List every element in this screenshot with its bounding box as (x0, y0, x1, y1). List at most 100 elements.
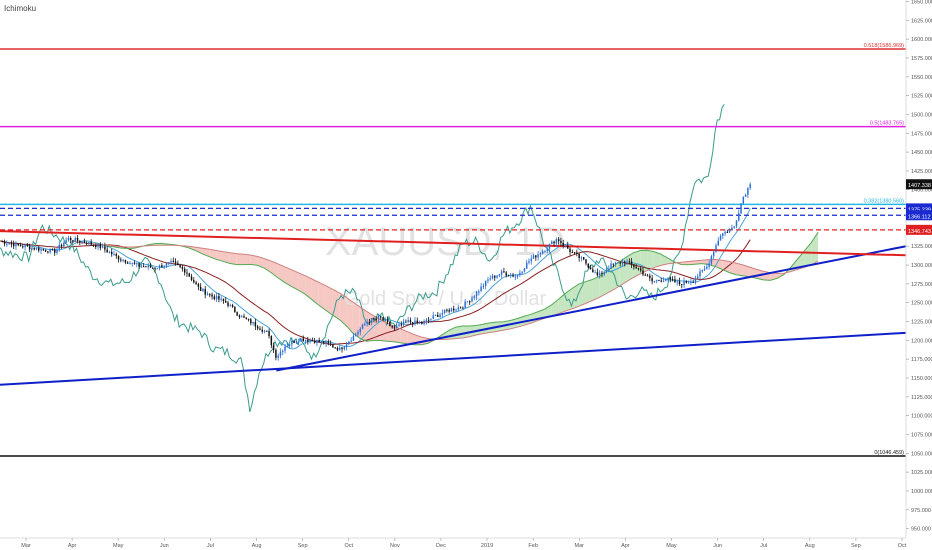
candle-body (323, 341, 325, 344)
candle-body (582, 257, 585, 260)
candle-body (653, 281, 656, 283)
candle (630, 258, 633, 268)
candle-body (710, 256, 713, 264)
candle-body (468, 301, 471, 303)
candle (662, 277, 665, 283)
candle (204, 285, 206, 299)
candle-body (503, 271, 505, 273)
candle (446, 308, 448, 313)
price-tick-label: 1075.000 (911, 432, 932, 438)
candle-body (409, 320, 412, 323)
candle (181, 265, 184, 272)
candle-body (553, 241, 555, 244)
candle (288, 344, 291, 349)
candle (202, 287, 204, 293)
candle (653, 280, 656, 284)
candle (425, 317, 428, 325)
candle-body (195, 282, 197, 285)
candle-body (724, 231, 726, 234)
candle (341, 346, 343, 353)
candle (380, 315, 382, 321)
price-tick-label: 1225.000 (911, 320, 932, 326)
time-tick-label: Oct (898, 543, 907, 549)
candle (339, 345, 341, 351)
candle-body (738, 213, 740, 221)
candle-body (443, 309, 446, 314)
candle-body (245, 317, 247, 319)
time-tick-label: Oct (344, 543, 353, 549)
candle-body (197, 284, 200, 287)
candle-body (38, 247, 40, 251)
candle (462, 306, 464, 309)
candle-body (113, 253, 115, 255)
cloud-segment (284, 266, 292, 287)
cloud-segment (660, 254, 668, 266)
candle (268, 328, 270, 339)
candle-body (131, 262, 133, 264)
candle-body (95, 245, 97, 248)
candle-body (136, 263, 138, 265)
candle (546, 245, 548, 254)
candle-body (368, 321, 371, 323)
candle (605, 266, 608, 274)
candle (389, 320, 391, 327)
candle-body (163, 266, 165, 268)
candle-body (414, 320, 416, 325)
candle (72, 239, 74, 244)
candle (532, 253, 535, 259)
candle-body (405, 321, 407, 323)
candle-body (254, 321, 257, 327)
candle-body (619, 262, 621, 264)
candle-body (81, 241, 83, 243)
candle-body (152, 267, 154, 269)
candle (115, 252, 118, 259)
candle-body (544, 250, 546, 252)
candle (238, 314, 241, 319)
candle-body (694, 278, 697, 283)
price-tick-label: 1250.000 (911, 301, 932, 307)
candle-body (681, 284, 683, 286)
candle-body (646, 275, 649, 277)
candle-body (651, 278, 653, 282)
candle-body (425, 319, 428, 322)
candle (106, 246, 108, 253)
candle-body (158, 265, 161, 269)
candle-body (562, 242, 564, 246)
candle-body (462, 307, 464, 309)
candle (218, 292, 220, 303)
price-tick-label: 1550.000 (911, 75, 932, 81)
candle-body (690, 281, 692, 283)
time-tick-label: Jul (207, 543, 214, 549)
candle-body (731, 227, 733, 230)
candle (15, 241, 17, 250)
candle (250, 318, 252, 326)
candle-body (304, 340, 307, 342)
candle-body (453, 308, 455, 311)
candle-body (696, 276, 699, 279)
candle (277, 353, 279, 361)
candle-body (222, 298, 225, 301)
time-axis[interactable]: Mar Apr May Jun Jul Aug Sep Oct Nov Dec 2019 Feb Mar… (21, 538, 907, 549)
candle (309, 338, 311, 344)
candle (377, 313, 380, 323)
candle (293, 340, 295, 344)
candle (571, 249, 574, 254)
candle (74, 236, 76, 243)
candle (213, 294, 216, 301)
candle-body (537, 254, 539, 258)
candle-body (740, 203, 742, 214)
candle (701, 269, 704, 273)
candle (567, 241, 569, 249)
candle-body (17, 243, 19, 246)
cloud-segment (250, 255, 258, 266)
price-axis[interactable]: 950.000 975.000 1000.000 1025.000 1050.000 10… (906, 0, 932, 533)
candle-body (592, 269, 594, 273)
candle-body (295, 341, 298, 343)
candle (484, 280, 487, 290)
candle (724, 229, 726, 237)
cloud-segment (653, 251, 661, 268)
candle-body (227, 302, 229, 306)
candle-body (749, 184, 751, 188)
